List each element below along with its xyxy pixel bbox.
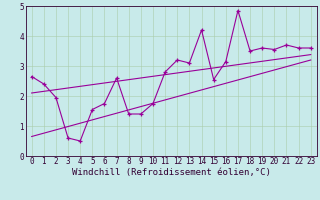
X-axis label: Windchill (Refroidissement éolien,°C): Windchill (Refroidissement éolien,°C) [72,168,271,177]
